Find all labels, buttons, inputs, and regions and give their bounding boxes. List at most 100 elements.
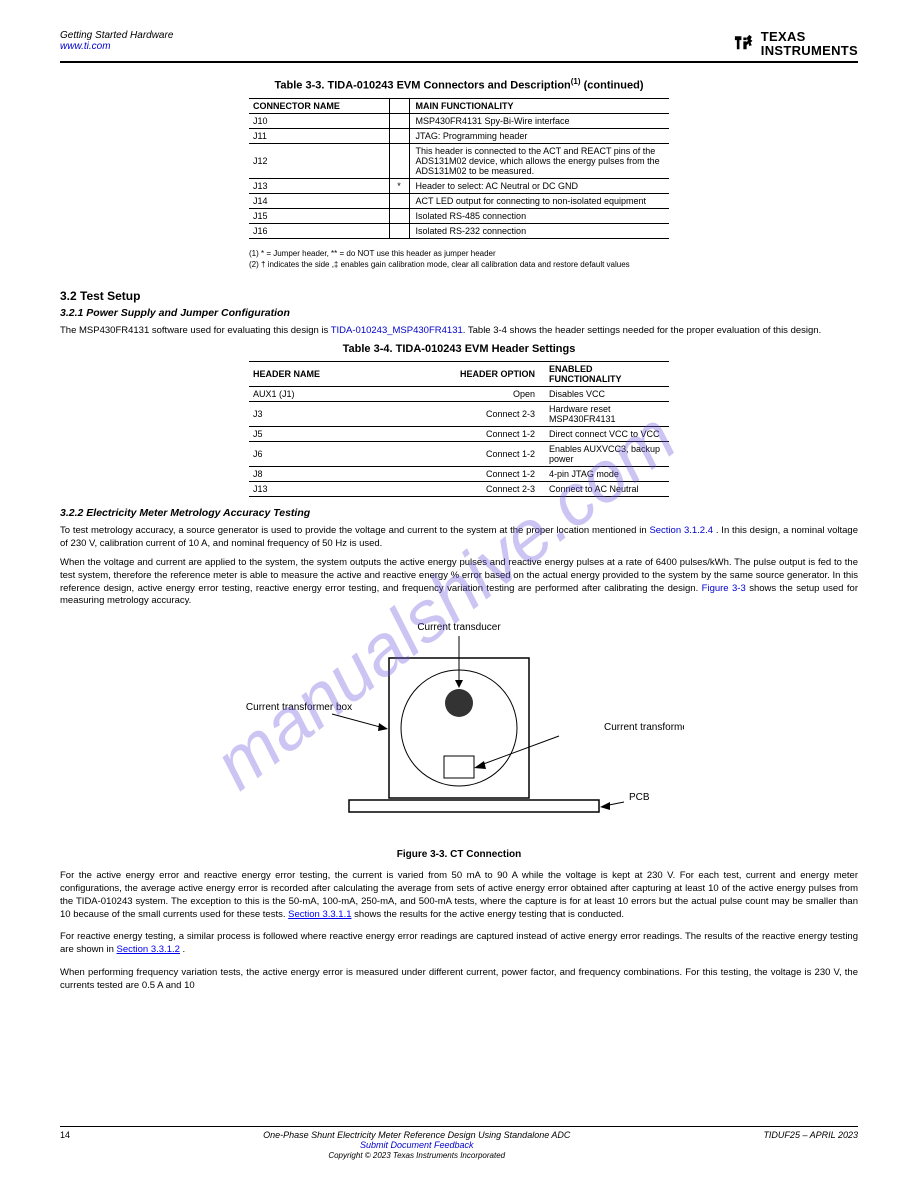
footer-page: 14 — [60, 1130, 70, 1160]
cell: 4-pin JTAG mode — [539, 467, 669, 482]
table2-title: Table 3-4. TIDA-010243 EVM Header Settin… — [60, 343, 858, 355]
cell: Hardware reset MSP430FR4131 — [539, 402, 669, 427]
footer-copyright: Copyright © 2023 Texas Instruments Incor… — [328, 1151, 505, 1160]
figure-caption: Figure 3-3. CT Connection — [234, 849, 684, 860]
footer-feedback-link[interactable]: Submit Document Feedback — [360, 1140, 474, 1150]
cell: Connect 1-2 — [449, 427, 539, 442]
table1: CONNECTOR NAME MAIN FUNCTIONALITY J10 MS… — [249, 98, 669, 239]
cell: Direct connect VCC to VCC — [539, 427, 669, 442]
header-link[interactable]: www.ti.com — [60, 41, 111, 52]
cell: Disables VCC — [539, 387, 669, 402]
cell: J3 — [249, 402, 449, 427]
cell: J15 — [249, 208, 389, 223]
t2h3: ENABLED FUNCTIONALITY — [539, 362, 669, 387]
bp1b: shows the results for the active energy … — [354, 909, 624, 920]
table1-cont: (continued) — [581, 80, 644, 92]
cell: AUX1 (J1) — [249, 387, 449, 402]
bottom-p2: For reactive energy testing, a similar p… — [60, 931, 858, 957]
cell: This header is connected to the ACT and … — [409, 143, 669, 178]
cell: ACT LED output for connecting to non-iso… — [409, 193, 669, 208]
cell: Connect 1-2 — [449, 467, 539, 482]
label-bottom: PCB — [629, 792, 650, 803]
bottom-p1: For the active energy error and reactive… — [60, 870, 858, 921]
cell: J10 — [249, 113, 389, 128]
table1-title-text: Table 3-3. TIDA-010243 EVM Connectors an… — [275, 80, 571, 92]
ctp1a: To test metrology accuracy, a source gen… — [60, 525, 649, 536]
p1c: shows the header settings needed for the… — [510, 325, 822, 336]
cell: * — [389, 178, 409, 193]
table1-sup: (1) — [571, 77, 581, 86]
table-row: J15 Isolated RS-485 connection — [249, 208, 669, 223]
cell: Connect 2-3 — [449, 482, 539, 497]
cell: J8 — [249, 467, 449, 482]
footnote-1: (1) * = Jumper header, ** = do NOT use t… — [249, 249, 669, 260]
cell — [389, 128, 409, 143]
header-left: Getting Started Hardware www.ti.com — [60, 30, 173, 52]
cell: Connect 2-3 — [449, 402, 539, 427]
table-row: AUX1 (J1)OpenDisables VCC — [249, 387, 669, 402]
cell: J11 — [249, 128, 389, 143]
page-footer: 14 One-Phase Shunt Electricity Meter Ref… — [60, 1126, 858, 1160]
figure-link-3-3[interactable]: Figure 3-3 — [702, 583, 746, 594]
table-row: J16 Isolated RS-232 connection — [249, 223, 669, 238]
table-row: J11 JTAG: Programming header — [249, 128, 669, 143]
cell: Header to select: AC Neutral or DC GND — [409, 178, 669, 193]
cell: Connect 1-2 — [449, 442, 539, 467]
table1-footnotes: (1) * = Jumper header, ** = do NOT use t… — [249, 249, 669, 271]
table2: HEADER NAME HEADER OPTION ENABLED FUNCTI… — [249, 361, 669, 497]
table1-h2 — [389, 98, 409, 113]
section-3-2-2: 3.2.2 Electricity Meter Metrology Accura… — [60, 507, 858, 519]
cell — [389, 143, 409, 178]
p1b: Table 3-4 — [468, 325, 507, 336]
footer-mid: One-Phase Shunt Electricity Meter Refere… — [70, 1130, 763, 1160]
ct-p1: To test metrology accuracy, a source gen… — [60, 525, 858, 551]
label-right: Current transformer lead wires — [604, 722, 684, 733]
t2h2: HEADER OPTION — [449, 362, 539, 387]
cell: J16 — [249, 223, 389, 238]
cell: J6 — [249, 442, 449, 467]
p1a: The MSP430FR4131 software used for evalu… — [60, 325, 331, 336]
section-link-3312[interactable]: Section 3.3.1.2 — [117, 944, 180, 955]
ct-p2: When the voltage and current are applied… — [60, 557, 858, 608]
section-3-2: 3.2 Test Setup — [60, 289, 858, 303]
bp2b: . — [183, 944, 186, 955]
footnote-2: (2) † indicates the side ,‡ enables gain… — [249, 260, 669, 271]
table-row: J10 MSP430FR4131 Spy-Bi-Wire interface — [249, 113, 669, 128]
section-link-3124[interactable]: Section 3.1.2.4 — [649, 525, 713, 536]
cell: Isolated RS-485 connection — [409, 208, 669, 223]
section-3-2-1: 3.2.1 Power Supply and Jumper Configurat… — [60, 307, 858, 319]
bp2a: For reactive energy testing, a similar p… — [60, 931, 858, 955]
table-row: J6Connect 1-2Enables AUXVCC3, backup pow… — [249, 442, 669, 467]
cell: Isolated RS-232 connection — [409, 223, 669, 238]
table-row: J3Connect 2-3Hardware reset MSP430FR4131 — [249, 402, 669, 427]
cell — [389, 193, 409, 208]
label-left: Current transformer box — [246, 702, 352, 713]
section-link-3311[interactable]: Section 3.3.1.1 — [288, 909, 351, 920]
cell: JTAG: Programming header — [409, 128, 669, 143]
logo-line1: TEXAS — [761, 30, 858, 44]
logo-line2: INSTRUMENTS — [761, 44, 858, 58]
table-row: J8Connect 1-24-pin JTAG mode — [249, 467, 669, 482]
cell: Enables AUXVCC3, backup power — [539, 442, 669, 467]
cell: J13 — [249, 178, 389, 193]
cell: Open — [449, 387, 539, 402]
table1-h1: CONNECTOR NAME — [249, 98, 389, 113]
header-section-label: Getting Started Hardware — [60, 30, 173, 41]
table-row: J5Connect 1-2Direct connect VCC to VCC — [249, 427, 669, 442]
firmware-link[interactable]: TIDA-010243_MSP430FR4131 — [331, 325, 463, 336]
footer-doc: TIDUF25 – APRIL 2023 — [763, 1130, 858, 1160]
logo-text: TEXAS INSTRUMENTS — [761, 30, 858, 57]
cell: J14 — [249, 193, 389, 208]
table-row: J13Connect 2-3Connect to AC Neutral — [249, 482, 669, 497]
ct-diagram: Current transducer Current transformer b… — [234, 618, 684, 838]
cell: MSP430FR4131 Spy-Bi-Wire interface — [409, 113, 669, 128]
cell: J5 — [249, 427, 449, 442]
cell: J12 — [249, 143, 389, 178]
cell: J13 — [249, 482, 449, 497]
cell — [389, 223, 409, 238]
t2h1: HEADER NAME — [249, 362, 449, 387]
cell — [389, 208, 409, 223]
table1-title: Table 3-3. TIDA-010243 EVM Connectors an… — [60, 77, 858, 92]
table1-h3: MAIN FUNCTIONALITY — [409, 98, 669, 113]
table-row: J12 This header is connected to the ACT … — [249, 143, 669, 178]
